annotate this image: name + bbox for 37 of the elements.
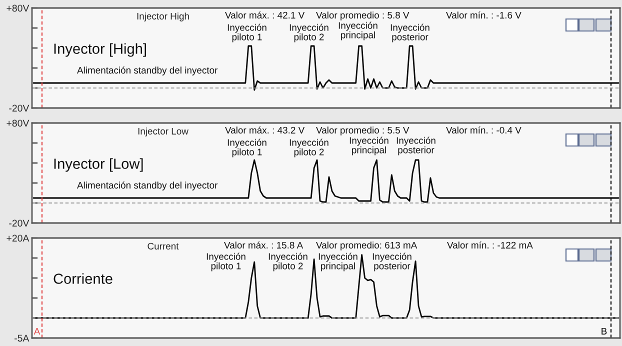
y-tick-label: +20A <box>6 234 30 242</box>
annotation: Inyección piloto 1 <box>228 24 266 42</box>
annotation: Inyección principal <box>338 22 378 40</box>
y-tick-label: +80V <box>6 4 30 12</box>
annotation: Alimentación standby del inyector <box>77 182 218 190</box>
annotation: Inyección piloto 1 <box>228 138 266 158</box>
annotation: B <box>602 328 607 334</box>
annotation: Corriente <box>54 273 112 284</box>
annotation: A <box>34 328 40 334</box>
annotation: Valor máx. : 15.8 A <box>224 241 304 249</box>
chart-title: Current <box>148 242 179 250</box>
annotation: Inyección piloto 2 <box>268 252 308 272</box>
annotation: Inyección principal <box>318 252 358 272</box>
annotation: Inyección piloto 2 <box>290 138 328 158</box>
annotation: Inyección posterior <box>396 136 436 156</box>
annotation: Inyección piloto 1 <box>206 252 246 272</box>
annotation: Inyección posterior <box>372 252 412 272</box>
chart-title: Injector Low <box>138 128 188 136</box>
annotation: Valor promedio : 5.5 V <box>316 126 410 136</box>
annotation: Valor mín. : -0.4 V <box>446 126 522 134</box>
annotation: Valor mín. : -122 mA <box>447 241 533 249</box>
y-tick-label: +80V <box>6 120 30 127</box>
y-tick-label: -5A <box>14 334 30 342</box>
annotation: Alimentación standby del inyector <box>77 66 218 76</box>
chart-title: Injector High <box>137 12 189 22</box>
annotation: Valor máx. : 42.1 V <box>225 11 305 19</box>
annotation: Inyección posterior <box>390 24 430 42</box>
annotation: Valor promedio: 613 mA <box>316 242 418 250</box>
annotation: Valor máx. : 43.2 V <box>225 126 305 134</box>
y-tick-label: -20V <box>9 104 30 112</box>
annotation: Inyección piloto 2 <box>290 24 328 42</box>
annotation: Inyector [Low] <box>54 158 143 172</box>
annotation: Inyección principal <box>350 136 388 156</box>
annotation: Valor promedio : 5.8 V <box>316 12 410 20</box>
annotation: Valor mín. : -1.6 V <box>446 11 522 19</box>
annotation: Inyector [High] <box>54 43 146 57</box>
y-tick-label: -20V <box>9 220 30 227</box>
